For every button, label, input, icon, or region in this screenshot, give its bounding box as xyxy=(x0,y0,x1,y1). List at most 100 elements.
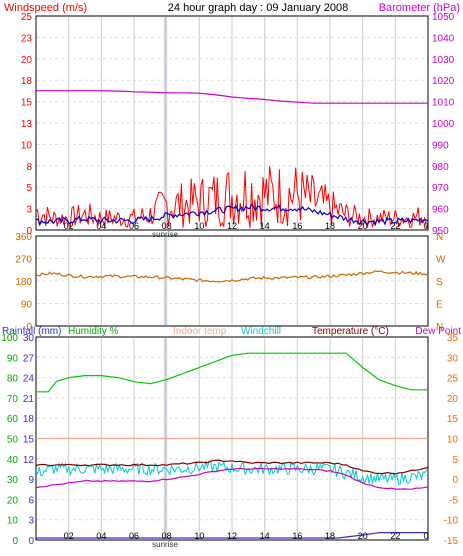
rain-tick-label: 15 xyxy=(23,435,35,446)
barometer-axis-label: Barometer (hPa) xyxy=(379,2,460,14)
temp-tick-label: -10 xyxy=(444,516,459,527)
rainfall-axis-label: Rainfall (mm) xyxy=(2,326,61,337)
hour-tick-label: 22 xyxy=(390,531,400,541)
rain-tick-label: 18 xyxy=(23,414,35,425)
series-layer xyxy=(35,90,429,539)
dewpoint-label: Dew Point xyxy=(415,326,461,337)
rain-tick-label: 0 xyxy=(28,536,34,547)
temp-tick-label: -15 xyxy=(444,536,459,547)
direction-tick-label: 90 xyxy=(21,300,33,311)
wind-tick-label: 23 xyxy=(21,33,33,44)
series-line-barometer xyxy=(36,90,428,104)
hour-tick-label: 04 xyxy=(96,221,106,231)
humidity-tick-label: 0 xyxy=(12,536,18,547)
baro-tick-label: 950 xyxy=(432,226,449,237)
baro-tick-label: 1000 xyxy=(432,119,455,130)
wind-tick-label: 20 xyxy=(21,55,33,66)
wind-tick-label: 3 xyxy=(26,205,32,216)
hour-tick-label: 08 xyxy=(162,221,172,231)
humidity-tick-label: 30 xyxy=(7,475,19,486)
hour-tick-label: 20 xyxy=(358,221,368,231)
wind-tick-label: 15 xyxy=(21,98,33,109)
baro-tick-label: 1030 xyxy=(432,55,455,66)
temp-tick-label: 5 xyxy=(452,455,458,466)
compass-tick-label: E xyxy=(436,300,443,311)
wind-tick-label: 13 xyxy=(21,119,33,130)
compass-tick-label: N xyxy=(436,232,443,243)
compass-tick-label: W xyxy=(436,255,446,266)
baro-tick-label: 980 xyxy=(432,162,449,173)
humidity-tick-label: 20 xyxy=(7,495,19,506)
wind-tick-label: 5 xyxy=(26,183,32,194)
temp-tick-label: 15 xyxy=(447,414,459,425)
sunrise-label: sunrise xyxy=(152,230,178,239)
wind-tick-label: 18 xyxy=(21,76,33,87)
humidity-tick-label: 50 xyxy=(7,435,19,446)
baro-tick-label: 960 xyxy=(432,205,449,216)
compass-tick-label: N xyxy=(436,322,443,333)
compass-tick-label: S xyxy=(436,277,443,288)
direction-tick-label: 360 xyxy=(15,232,32,243)
wind-tick-label: 8 xyxy=(26,162,32,173)
hour-tick-label: 20 xyxy=(358,531,368,541)
wind-tick-label: 10 xyxy=(21,140,33,151)
hour-tick-label: 14 xyxy=(260,531,270,541)
wind-tick-label: 0 xyxy=(26,226,32,237)
rain-tick-label: 12 xyxy=(23,455,35,466)
temp-tick-label: 0 xyxy=(452,475,458,486)
humidity-tick-label: 90 xyxy=(7,353,19,364)
windchill-label: Windchill xyxy=(241,326,281,337)
temp-tick-label: 20 xyxy=(447,394,459,405)
baro-tick-label: 970 xyxy=(432,183,449,194)
hour-tick-label: 06 xyxy=(129,531,139,541)
temp-tick-label: 30 xyxy=(447,353,459,364)
hour-tick-label: 12 xyxy=(227,221,237,231)
hour-tick-label: 14 xyxy=(260,221,270,231)
baro-tick-label: 1020 xyxy=(432,76,455,87)
hour-tick-label: 04 xyxy=(96,531,106,541)
rain-tick-label: 21 xyxy=(23,394,35,405)
hour-tick-label: 18 xyxy=(325,531,335,541)
rain-tick-label: 27 xyxy=(23,353,35,364)
windspeed-axis-label: Windspeed (m/s) xyxy=(4,2,87,14)
hour-tick-label: 12 xyxy=(227,531,237,541)
series-line-rainfall xyxy=(36,531,428,539)
temp-tick-label: -5 xyxy=(449,495,458,506)
wind-tick-label: 25 xyxy=(21,12,33,23)
hour-tick-label: 02 xyxy=(64,531,74,541)
rain-tick-label: 24 xyxy=(23,374,35,385)
humidity-tick-label: 100 xyxy=(1,333,18,344)
hour-tick-label: 22 xyxy=(390,221,400,231)
series-line-wind-avg xyxy=(35,203,429,227)
grid-layer xyxy=(37,17,427,539)
temp-tick-label: 25 xyxy=(447,374,459,385)
hour-tick-label: 08 xyxy=(162,531,172,541)
hour-tick-label: 0 xyxy=(423,531,428,541)
direction-tick-label: 180 xyxy=(15,277,32,288)
rain-tick-label: 3 xyxy=(28,516,34,527)
hour-tick-label: 18 xyxy=(325,221,335,231)
rain-tick-label: 9 xyxy=(28,475,34,486)
hour-tick-label: 16 xyxy=(292,221,302,231)
humidity-tick-label: 80 xyxy=(7,374,19,385)
baro-tick-label: 1040 xyxy=(432,33,455,44)
rain-tick-label: 30 xyxy=(23,333,35,344)
humidity-axis-label: Humidity % xyxy=(68,326,119,337)
hour-tick-label: 10 xyxy=(194,531,204,541)
direction-tick-label: 270 xyxy=(15,255,32,266)
humidity-tick-label: 60 xyxy=(7,414,19,425)
temp-tick-label: 10 xyxy=(447,435,459,446)
hour-tick-label: 10 xyxy=(194,221,204,231)
hour-tick-label: 06 xyxy=(129,221,139,231)
series-line-humidity xyxy=(36,352,428,393)
hour-tick-label: 0 xyxy=(423,221,428,231)
series-line-windchill xyxy=(35,460,429,485)
rain-tick-label: 6 xyxy=(28,495,34,506)
humidity-tick-label: 40 xyxy=(7,455,19,466)
hour-tick-label: 02 xyxy=(64,221,74,231)
baro-tick-label: 1050 xyxy=(432,12,455,23)
series-line-dewpoint xyxy=(35,467,429,490)
graph-title: 24 hour graph day : 09 January 2008 xyxy=(168,2,348,14)
